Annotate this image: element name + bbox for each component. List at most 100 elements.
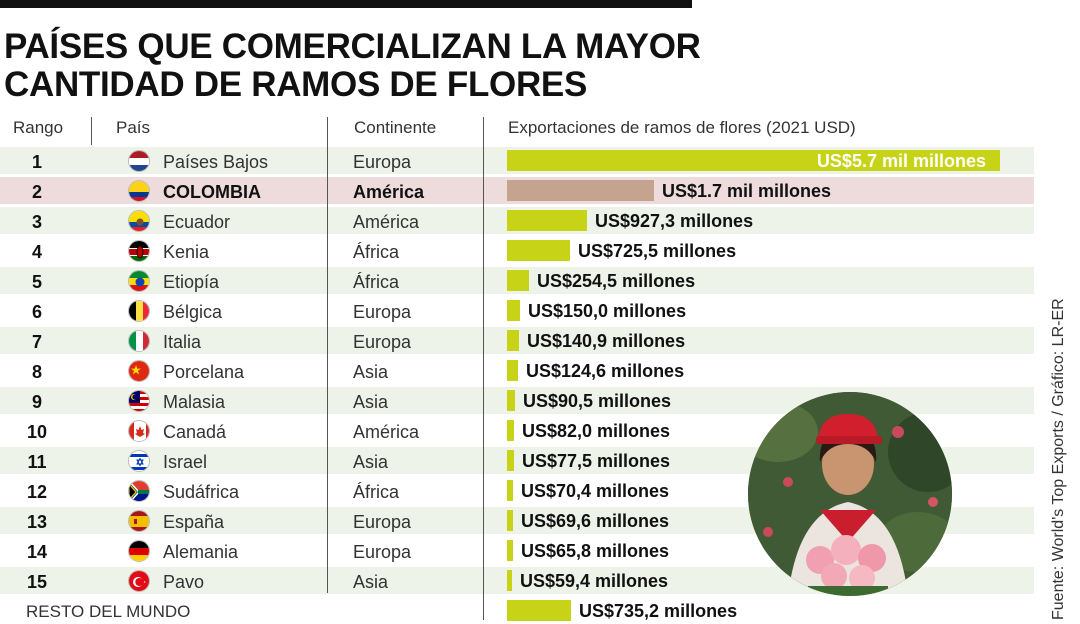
south-africa-flag-icon [128, 480, 150, 502]
spain-flag-icon [128, 510, 150, 532]
bar-value-label: US$1.7 mil millones [662, 181, 832, 201]
continent-label: América [353, 212, 420, 232]
bar [507, 270, 529, 291]
bar [507, 180, 654, 201]
bar-value-label: US$90,5 millones [523, 391, 672, 411]
country-label: Sudáfrica [163, 482, 240, 502]
kenya-flag-icon [128, 240, 150, 262]
china-flag-icon [128, 360, 150, 382]
bar-value-label: US$927,3 millones [595, 211, 754, 231]
rank-label: 2 [31, 182, 42, 202]
table-row: 2 COLOMBIA América US$1.7 mil millones [0, 177, 1034, 204]
header-rank: Rango [13, 118, 64, 137]
header-exports: Exportaciones de ramos de flores (2021 U… [508, 118, 856, 137]
bar-value-label: US$725,5 millones [578, 241, 737, 261]
header-continent: Continente [354, 118, 437, 137]
country-label: Países Bajos [163, 152, 269, 172]
top-rule [0, 0, 692, 8]
bar [507, 240, 570, 261]
continent-label: África [353, 272, 400, 292]
table-row: 12 Sudáfrica África US$70,4 millones [0, 477, 1034, 504]
flower-worker-photo [748, 392, 952, 596]
country-label: Israel [163, 452, 208, 472]
rank-label: 7 [31, 332, 42, 352]
country-label: Alemania [163, 542, 239, 562]
continent-label: Europa [353, 512, 412, 532]
continent-label: África [353, 242, 400, 262]
divider-rank [91, 117, 92, 145]
country-label: España [163, 512, 225, 532]
country-label: Italia [163, 332, 202, 352]
bar [507, 150, 1000, 171]
bar [507, 540, 513, 561]
bar-value-label: US$69,6 millones [521, 511, 670, 531]
turkey-flag-icon [128, 570, 150, 592]
bar [507, 510, 513, 531]
country-label: Ecuador [163, 212, 231, 232]
table-row: 5 Etiopía África US$254,5 millones [0, 267, 1034, 294]
bar [507, 330, 519, 351]
continent-label: Europa [353, 332, 412, 352]
continent-label: Europa [353, 152, 412, 172]
rank-label: 6 [31, 302, 42, 322]
header-country: País [116, 118, 151, 137]
country-label: COLOMBIA [163, 182, 261, 202]
title-line-1: PAÍSES QUE COMERCIALIZAN LA MAYOR [4, 27, 701, 66]
continent-label: África [353, 482, 400, 502]
rank-label: 15 [26, 572, 48, 592]
rest-of-world-value-label: US$735,2 millones [579, 601, 738, 621]
canada-flag-icon [128, 420, 150, 442]
ecuador-flag-icon [128, 210, 150, 232]
country-label: Canadá [163, 422, 227, 442]
netherlands-flag-icon [128, 150, 150, 172]
bar [507, 210, 587, 231]
rank-label: 13 [26, 512, 48, 532]
rank-label: 14 [26, 542, 48, 562]
bar-value-label: US$124,6 millones [526, 361, 685, 381]
country-label: Bélgica [163, 302, 223, 322]
table-row: 6 Bélgica Europa US$150,0 millones [0, 297, 1034, 324]
continent-label: Europa [353, 542, 412, 562]
rank-label: 12 [26, 482, 48, 502]
rank-label: 4 [31, 242, 42, 262]
rank-label: 3 [31, 212, 42, 232]
ethiopia-flag-icon [128, 270, 150, 292]
bar [507, 390, 515, 411]
rank-label: 11 [27, 452, 47, 472]
table-row: 4 Kenia África US$725,5 millones [0, 237, 1034, 264]
bar [507, 360, 518, 381]
country-label: Kenia [163, 242, 210, 262]
continent-label: Asia [353, 362, 389, 382]
table-row: 13 España Europa US$69,6 millones [0, 507, 1034, 534]
bar [507, 300, 520, 321]
bar-value-label: US$5.7 mil millones [816, 151, 986, 171]
country-label: Porcelana [163, 362, 245, 382]
table-row: 14 Alemania Europa US$65,8 millones [0, 537, 1034, 564]
continent-label: Europa [353, 302, 412, 322]
table-row: 10 Canadá América US$82,0 millones [0, 417, 1034, 444]
bar-value-label: US$65,8 millones [521, 541, 670, 561]
bar-value-label: US$254,5 millones [537, 271, 696, 291]
bar-value-label: US$150,0 millones [528, 301, 687, 321]
israel-flag-icon [128, 450, 150, 472]
continent-label: Asia [353, 452, 389, 472]
rank-label: 10 [26, 422, 48, 442]
germany-flag-icon [128, 540, 150, 562]
divider-country [327, 117, 328, 593]
table-row: 1 Países Bajos Europa US$5.7 mil millones [0, 147, 1034, 174]
rank-label: 9 [31, 392, 42, 412]
bar [507, 480, 513, 501]
rank-label: 8 [31, 362, 42, 382]
bar-value-label: US$70,4 millones [521, 481, 670, 501]
table-row: 7 Italia Europa US$140,9 millones [0, 327, 1034, 354]
divider-continent [483, 117, 484, 620]
bar [507, 570, 512, 591]
continent-label: América [353, 182, 425, 202]
rank-label: 1 [31, 152, 42, 172]
continent-label: Asia [353, 392, 389, 412]
continent-label: Asia [353, 572, 389, 592]
title-line-2: CANTIDAD DE RAMOS DE FLORES [4, 65, 588, 104]
rest-of-world-bar [507, 600, 571, 621]
table-row: 8 Porcelana Asia US$124,6 millones [0, 357, 1034, 384]
table-row: 3 Ecuador América US$927,3 millones [0, 207, 1034, 234]
